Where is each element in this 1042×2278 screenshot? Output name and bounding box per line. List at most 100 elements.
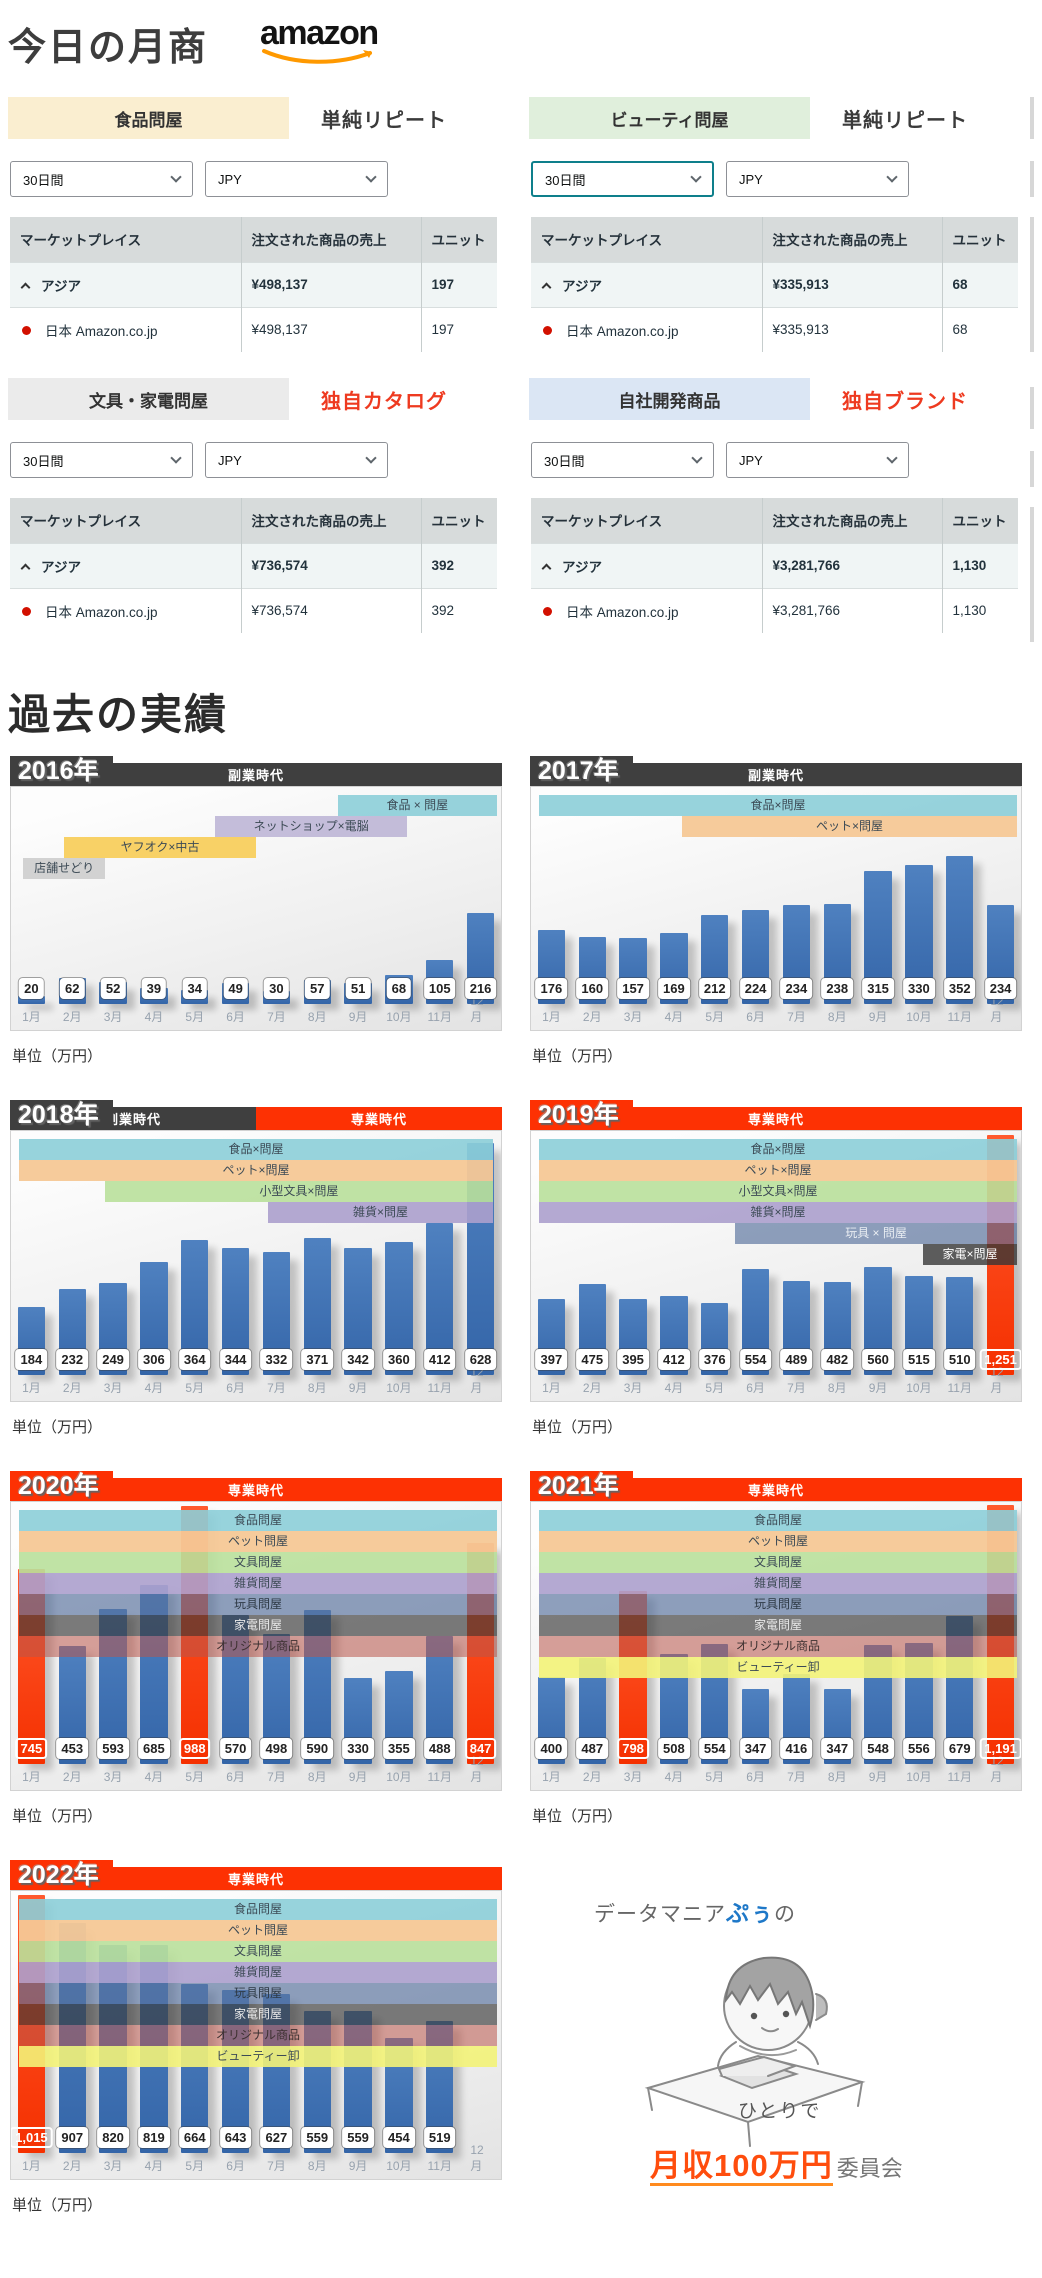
value-label: 62 (60, 978, 85, 999)
month-label: 5月 (185, 1010, 205, 1024)
mascot-line1-pre: データマニア (594, 1903, 726, 1926)
category-band: オリジナル商品 (539, 1636, 1017, 1657)
cutoff-panel-edge (1030, 451, 1034, 487)
amazon-logo: amazon (260, 16, 379, 69)
month-label: 4月 (664, 1381, 684, 1395)
value-label: 907 (56, 2127, 89, 2148)
collapse-caret-icon[interactable] (20, 282, 31, 292)
table-row-asia[interactable]: アジア ¥3,281,766 1,130 (531, 542, 1018, 588)
value-label: 216 (464, 978, 497, 999)
collapse-caret-icon[interactable] (541, 282, 552, 292)
column-header-1: マーケットプレイス (531, 498, 762, 543)
month-label: 3月 (623, 1010, 643, 1024)
value-label: 57 (305, 978, 330, 999)
month-label: 4月 (144, 1010, 164, 1024)
category-band: 食品問屋 (539, 1510, 1017, 1531)
value-label: 34 (182, 978, 207, 999)
column-header-2: 注文された商品の売上 (240, 217, 421, 262)
month-label: 9月 (348, 2159, 368, 2173)
month-label: 9月 (868, 1770, 888, 1784)
units-cell: 197 (420, 306, 497, 352)
value-label: 819 (138, 2127, 170, 2148)
category-band: 食品問屋 (19, 1899, 497, 1920)
cutoff-panel-edge (1030, 387, 1034, 429)
value-label: 820 (97, 2127, 129, 2148)
value-label: 157 (617, 978, 649, 999)
value-label: 376 (698, 1349, 731, 1370)
value-label: 212 (698, 978, 731, 999)
value-label: 249 (97, 1349, 129, 1370)
period-dropdown[interactable]: 30日間 (531, 442, 714, 478)
category-band: ペット×問屋 (539, 1160, 1017, 1181)
sales-cell: ¥736,574 (240, 587, 421, 633)
value-label: 556 (903, 1738, 935, 1759)
cutoff-panel-edge (1030, 161, 1034, 197)
table-row-asia[interactable]: アジア ¥736,574 392 (10, 542, 497, 588)
value-label: 342 (342, 1349, 374, 1370)
chart-era-header: 専業時代 2019年 (530, 1100, 1022, 1130)
currency-dropdown[interactable]: JPY (726, 442, 909, 478)
marketplace-dot-icon (22, 606, 31, 616)
chart-year-label: 2022年 (10, 1860, 113, 1890)
chart-era-header: 専業時代 2021年 (530, 1471, 1022, 1501)
value-label: 169 (658, 978, 690, 999)
category-band: ペット×問屋 (682, 816, 1017, 837)
chart-plot: 184 1月 232 2月 249 3月 306 4月 364 5月 344 6月 332 7月 371 8月… (10, 1130, 502, 1402)
mascot-suffix: 委員会 (836, 2156, 903, 2181)
currency-dropdown[interactable]: JPY (205, 161, 388, 197)
mascot-name: ぷぅ (726, 1900, 774, 1926)
month-label: 1月 (22, 1770, 41, 1784)
category-band: 雑貨問屋 (19, 1573, 497, 1594)
chart-era-header: 専業時代 2020年 (10, 1471, 502, 1501)
chart-era-header: 副業時代 2016年 (10, 756, 502, 786)
month-label: 11月 (427, 1770, 452, 1784)
value-label: 234 (984, 978, 1017, 999)
cutoff-panel-edge (1030, 217, 1034, 352)
marketplace-table: マーケットプレイス 注文された商品の売上 ユニット アジア ¥335,913 68 日本 A… (531, 217, 1018, 352)
category-band: オリジナル商品 (19, 1636, 497, 1657)
value-label: 332 (260, 1349, 293, 1370)
category-band: 雑貨問屋 (539, 1573, 1017, 1594)
month-label: 1月 (22, 1010, 41, 1024)
month-label: 3月 (103, 2159, 123, 2173)
sales-cell: ¥498,137 (240, 261, 421, 307)
amazon-smile-icon (262, 49, 373, 64)
currency-dropdown[interactable]: JPY (726, 161, 909, 197)
era-segment: 副業時代 (530, 763, 1022, 786)
value-label: 412 (423, 1349, 456, 1370)
marketplace-cell: 日本 Amazon.co.jp (531, 306, 762, 352)
value-label: 1,015 (11, 2127, 53, 2148)
marketplace-dot-icon (543, 606, 552, 616)
period-dropdown[interactable]: 30日間 (531, 161, 714, 197)
filter-row: 30日間 JPY (8, 161, 513, 197)
value-label: 347 (821, 1738, 854, 1759)
value-label: 49 (223, 978, 248, 999)
month-label: 1月 (22, 2159, 41, 2173)
period-dropdown[interactable]: 30日間 (10, 442, 193, 478)
period-dropdown[interactable]: 30日間 (10, 161, 193, 197)
month-label: 6月 (226, 2159, 245, 2173)
value-label: 570 (219, 1738, 252, 1759)
sales-panel-3: 文具・家電問屋 独自カタログ 30日間 JPY マーケットプレイス 注文された商品の売上ユ… (8, 378, 513, 633)
table-row-asia[interactable]: アジア ¥335,913 68 (531, 261, 1018, 307)
table-row-asia[interactable]: アジア ¥498,137 197 (10, 261, 497, 307)
collapse-caret-icon[interactable] (20, 563, 31, 573)
category-band: ペット×問屋 (19, 1160, 493, 1181)
month-label: 2月 (62, 2159, 82, 2173)
unit-label: 単位（万円） (532, 1048, 623, 1065)
currency-dropdown[interactable]: JPY (205, 442, 388, 478)
value-label: 306 (138, 1349, 170, 1370)
era-segment: 専業時代 (10, 1478, 502, 1501)
category-label: 文具・家電問屋 (8, 378, 289, 420)
era-segment: 専業時代 (530, 1107, 1022, 1130)
units-cell: 392 (420, 542, 497, 588)
month-label: 2月 (582, 1770, 602, 1784)
category-label: 食品問屋 (8, 97, 289, 139)
page-title: 今日の月商 (8, 27, 209, 69)
value-label: 30 (264, 978, 289, 999)
month-label: 10月 (386, 1010, 412, 1024)
collapse-caret-icon[interactable] (541, 563, 552, 573)
category-band: 文具問屋 (19, 1941, 497, 1962)
marketplace-cell: アジア (531, 261, 762, 307)
category-band: 食品×問屋 (539, 1139, 1017, 1160)
